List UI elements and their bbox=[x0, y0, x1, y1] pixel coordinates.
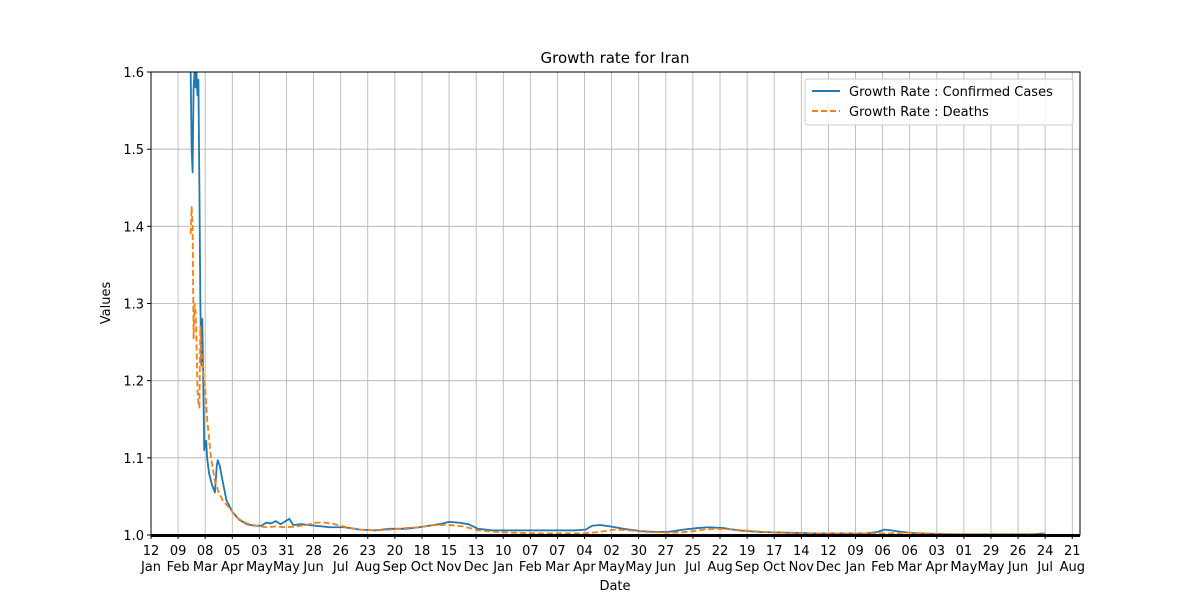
x-tick-month: Jan bbox=[844, 560, 865, 575]
x-tick-month: Jun bbox=[1007, 560, 1028, 575]
x-tick-day: 12 bbox=[143, 544, 160, 559]
series-deaths-line bbox=[189, 206, 1046, 535]
x-tick-month: Mar bbox=[545, 560, 570, 575]
x-tick-month: Sep bbox=[735, 560, 760, 575]
x-tick-month: Jan bbox=[140, 560, 161, 575]
x-axis-title: Date bbox=[599, 579, 630, 594]
x-tick-day: 30 bbox=[630, 544, 647, 559]
y-tick-label: 1.1 bbox=[123, 452, 144, 467]
x-tick-month: Nov bbox=[789, 560, 815, 575]
y-tick-label: 1.6 bbox=[123, 66, 144, 81]
chart-title: Growth rate for Iran bbox=[541, 49, 690, 67]
x-tick-month: Jul bbox=[1036, 560, 1053, 575]
x-tick-month: Apr bbox=[926, 560, 949, 575]
x-tick-day: 20 bbox=[387, 544, 404, 559]
x-tick-month: Sep bbox=[383, 560, 408, 575]
x-axis: 12Jan09Feb08Mar05Apr03May31May28Jun26Jul… bbox=[140, 534, 1085, 575]
y-axis-title: Values bbox=[99, 282, 114, 325]
x-tick-day: 29 bbox=[983, 544, 1000, 559]
x-tick-day: 07 bbox=[522, 544, 539, 559]
y-tick-label: 1.0 bbox=[123, 529, 144, 544]
x-tick-month: May bbox=[598, 560, 625, 575]
x-tick-month: May bbox=[273, 560, 300, 575]
x-tick-day: 07 bbox=[549, 544, 566, 559]
x-tick-day: 27 bbox=[658, 544, 675, 559]
x-tick-day: 18 bbox=[414, 544, 431, 559]
x-tick-day: 10 bbox=[495, 544, 512, 559]
x-tick-day: 09 bbox=[170, 544, 187, 559]
x-tick-month: Nov bbox=[436, 560, 462, 575]
x-tick-day: 14 bbox=[793, 544, 810, 559]
x-tick-month: Apr bbox=[221, 560, 244, 575]
x-tick-month: Aug bbox=[355, 560, 380, 575]
y-axis: 1.0 1.1 1.2 1.3 1.4 1.5 1.6 bbox=[123, 66, 151, 544]
x-tick-month: Mar bbox=[897, 560, 922, 575]
x-tick-month: May bbox=[978, 560, 1005, 575]
x-tick-day: 26 bbox=[1010, 544, 1027, 559]
x-tick-day: 28 bbox=[305, 544, 322, 559]
x-tick-day: 01 bbox=[956, 544, 973, 559]
x-tick-month: Oct bbox=[411, 560, 433, 575]
legend: Growth Rate : Confirmed Cases Growth Rat… bbox=[804, 78, 1074, 126]
x-tick-month: May bbox=[246, 560, 273, 575]
x-tick-month: Jun bbox=[655, 560, 676, 575]
x-tick-month: Aug bbox=[707, 560, 732, 575]
x-tick-month: Apr bbox=[573, 560, 596, 575]
x-tick-day: 13 bbox=[468, 544, 485, 559]
x-tick-day: 24 bbox=[1037, 544, 1054, 559]
y-tick-label: 1.3 bbox=[123, 298, 144, 313]
x-tick-month: Jul bbox=[684, 560, 701, 575]
legend-label-deaths: Growth Rate : Deaths bbox=[849, 105, 989, 120]
x-tick-month: Jan bbox=[492, 560, 513, 575]
x-tick-day: 02 bbox=[603, 544, 620, 559]
x-tick-month: May bbox=[625, 560, 652, 575]
x-tick-day: 06 bbox=[901, 544, 918, 559]
legend-box bbox=[804, 78, 1074, 126]
x-tick-month: May bbox=[950, 560, 977, 575]
x-tick-day: 17 bbox=[766, 544, 783, 559]
series-layer bbox=[189, 72, 1046, 535]
y-tick-label: 1.5 bbox=[123, 143, 144, 158]
x-tick-day: 25 bbox=[685, 544, 702, 559]
y-tick-label: 1.4 bbox=[123, 220, 144, 235]
x-tick-day: 08 bbox=[197, 544, 214, 559]
x-tick-month: Mar bbox=[193, 560, 218, 575]
x-tick-month: Jun bbox=[302, 560, 323, 575]
legend-label-confirmed: Growth Rate : Confirmed Cases bbox=[849, 85, 1053, 100]
grid-layer bbox=[150, 71, 1080, 536]
x-tick-day: 03 bbox=[929, 544, 946, 559]
x-tick-day: 19 bbox=[739, 544, 756, 559]
x-tick-month: Dec bbox=[816, 560, 841, 575]
x-tick-day: 21 bbox=[1064, 544, 1081, 559]
x-tick-month: Feb bbox=[519, 560, 542, 575]
x-tick-day: 05 bbox=[224, 544, 241, 559]
x-tick-day: 22 bbox=[712, 544, 729, 559]
x-tick-day: 03 bbox=[251, 544, 268, 559]
x-tick-day: 31 bbox=[278, 544, 295, 559]
x-tick-month: Jul bbox=[332, 560, 349, 575]
x-tick-day: 26 bbox=[332, 544, 349, 559]
x-tick-month: Dec bbox=[464, 560, 489, 575]
x-tick-month: Oct bbox=[763, 560, 785, 575]
x-tick-day: 12 bbox=[820, 544, 837, 559]
x-tick-day: 23 bbox=[359, 544, 376, 559]
y-tick-label: 1.2 bbox=[123, 375, 144, 390]
x-tick-month: Feb bbox=[167, 560, 190, 575]
x-tick-day: 09 bbox=[847, 544, 864, 559]
x-tick-day: 06 bbox=[874, 544, 891, 559]
x-tick-month: Feb bbox=[871, 560, 894, 575]
x-tick-day: 15 bbox=[441, 544, 458, 559]
x-minor-ticks bbox=[151, 534, 1080, 537]
x-tick-day: 04 bbox=[576, 544, 593, 559]
x-tick-month: Aug bbox=[1060, 560, 1085, 575]
